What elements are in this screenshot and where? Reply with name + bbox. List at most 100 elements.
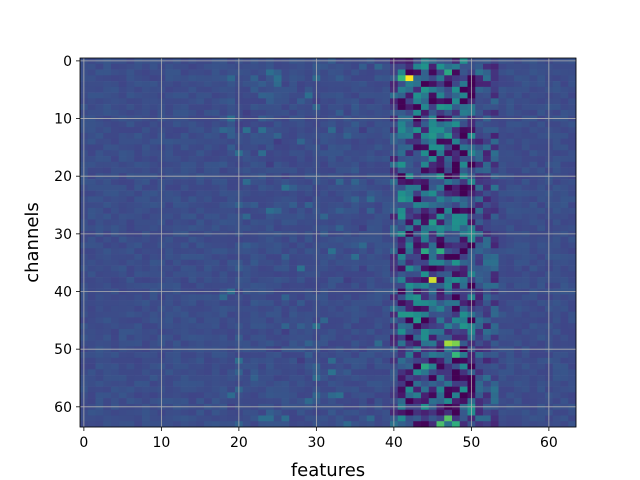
heatmap-cell bbox=[134, 248, 143, 255]
heatmap-cell bbox=[436, 236, 445, 243]
heatmap-cell bbox=[421, 144, 430, 151]
heatmap-cell bbox=[289, 254, 298, 261]
heatmap-cell bbox=[188, 305, 197, 312]
heatmap-cell bbox=[521, 63, 530, 70]
heatmap-cell bbox=[142, 98, 151, 105]
heatmap-cell bbox=[537, 271, 546, 278]
heatmap-cell bbox=[134, 392, 143, 399]
heatmap-cell bbox=[149, 369, 158, 376]
heatmap-cell bbox=[134, 340, 143, 347]
heatmap-cell bbox=[165, 254, 174, 261]
heatmap-cell bbox=[273, 294, 282, 301]
heatmap-cell bbox=[266, 340, 275, 347]
heatmap-cell bbox=[211, 156, 220, 163]
heatmap-cell bbox=[436, 63, 445, 70]
heatmap-cell bbox=[382, 121, 391, 128]
heatmap-cell bbox=[366, 248, 375, 255]
heatmap-cell bbox=[537, 328, 546, 336]
heatmap-cell bbox=[188, 63, 197, 70]
heatmap-cell bbox=[444, 236, 453, 243]
heatmap-cell bbox=[219, 202, 228, 209]
heatmap-cell bbox=[514, 225, 523, 232]
heatmap-cell bbox=[428, 86, 437, 93]
heatmap-cell bbox=[397, 202, 406, 209]
heatmap-cell bbox=[421, 311, 430, 318]
heatmap-cell bbox=[304, 415, 313, 422]
heatmap-cell bbox=[560, 294, 569, 301]
heatmap-cell bbox=[560, 340, 569, 347]
heatmap-cell bbox=[258, 392, 267, 399]
heatmap-cell bbox=[498, 380, 507, 387]
heatmap-cell bbox=[87, 138, 96, 145]
heatmap-cell bbox=[165, 357, 174, 364]
heatmap-cell bbox=[103, 167, 112, 174]
heatmap-cell bbox=[87, 150, 96, 157]
heatmap-cell bbox=[405, 248, 414, 255]
heatmap-cell bbox=[483, 328, 492, 336]
heatmap-cell bbox=[173, 282, 182, 289]
heatmap-cell bbox=[366, 380, 375, 387]
heatmap-cell bbox=[351, 150, 360, 157]
heatmap-cell bbox=[180, 236, 189, 243]
heatmap-cell bbox=[103, 375, 112, 382]
heatmap-cell bbox=[444, 277, 453, 284]
heatmap-cell bbox=[444, 328, 453, 336]
heatmap-cell bbox=[374, 328, 383, 336]
heatmap-cell bbox=[142, 179, 151, 186]
heatmap-cell bbox=[382, 156, 391, 163]
heatmap-cell bbox=[483, 132, 492, 140]
heatmap-cell bbox=[87, 69, 96, 76]
heatmap-cell bbox=[304, 386, 313, 393]
heatmap-cell bbox=[219, 392, 228, 399]
heatmap-cell bbox=[444, 375, 453, 382]
heatmap-cell bbox=[219, 242, 228, 249]
heatmap-cell bbox=[95, 190, 104, 197]
heatmap-cell bbox=[452, 190, 461, 197]
heatmap-cell bbox=[273, 375, 282, 382]
grid-lines bbox=[80, 58, 576, 427]
heatmap-cell bbox=[227, 121, 236, 128]
heatmap-cell bbox=[475, 213, 484, 220]
heatmap-cell bbox=[514, 150, 523, 157]
heatmap-cell bbox=[281, 219, 290, 226]
heatmap-cell bbox=[552, 190, 561, 197]
heatmap-cell bbox=[506, 340, 515, 347]
heatmap-cell bbox=[529, 121, 538, 128]
heatmap-cell bbox=[188, 282, 197, 289]
heatmap-cell bbox=[413, 277, 422, 284]
y-tick-label: 50 bbox=[54, 342, 72, 358]
heatmap-cell bbox=[273, 127, 282, 134]
heatmap-cell bbox=[514, 127, 523, 134]
heatmap-cell bbox=[506, 392, 515, 399]
heatmap-cell bbox=[196, 121, 205, 128]
heatmap-cell bbox=[134, 219, 143, 226]
heatmap-cell bbox=[227, 132, 236, 140]
heatmap-cell bbox=[180, 277, 189, 284]
heatmap-cell bbox=[343, 248, 352, 255]
heatmap-cell bbox=[475, 305, 484, 312]
heatmap-cell bbox=[118, 104, 127, 111]
heatmap-cell bbox=[111, 421, 120, 428]
heatmap-cell bbox=[452, 167, 461, 174]
heatmap-cell bbox=[196, 81, 205, 88]
heatmap-cell bbox=[227, 277, 236, 284]
heatmap-cell bbox=[304, 392, 313, 399]
heatmap-cell bbox=[560, 380, 569, 387]
heatmap-cell bbox=[196, 144, 205, 151]
heatmap-cell bbox=[320, 398, 329, 405]
heatmap-cell bbox=[552, 121, 561, 128]
heatmap-cell bbox=[149, 242, 158, 249]
heatmap-cell bbox=[343, 265, 352, 272]
heatmap-cell bbox=[560, 109, 569, 116]
heatmap-cell bbox=[87, 340, 96, 347]
heatmap-cell bbox=[126, 86, 135, 93]
heatmap-cell bbox=[180, 328, 189, 336]
heatmap-cell bbox=[273, 121, 282, 128]
heatmap-cell bbox=[475, 179, 484, 186]
heatmap-cell bbox=[421, 415, 430, 422]
heatmap-cell bbox=[521, 132, 530, 140]
heatmap-cell bbox=[498, 242, 507, 249]
heatmap-cell bbox=[242, 86, 251, 93]
heatmap-cell bbox=[552, 219, 561, 226]
heatmap-cell bbox=[180, 225, 189, 232]
